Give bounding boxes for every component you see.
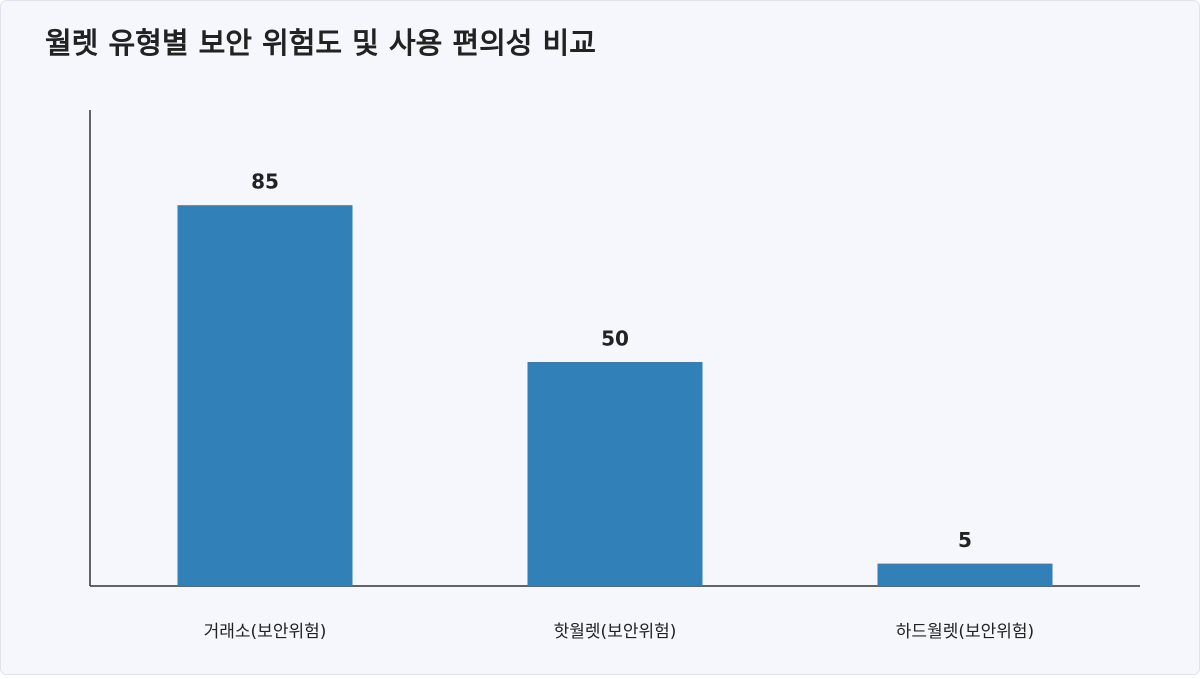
data-label: 50 [601,327,629,351]
x-tick-label: 하드월렛(보안위험) [896,622,1034,642]
chart-title: 월렛 유형별 보안 위험도 및 사용 편의성 비교 [45,26,596,60]
bar [527,362,703,586]
bar [177,205,353,586]
bar [877,563,1053,586]
data-label: 5 [958,528,972,552]
x-tick-label: 거래소(보안위험) [204,622,327,642]
x-tick-label: 핫월렛(보안위험) [554,622,677,642]
data-label: 85 [251,170,279,194]
